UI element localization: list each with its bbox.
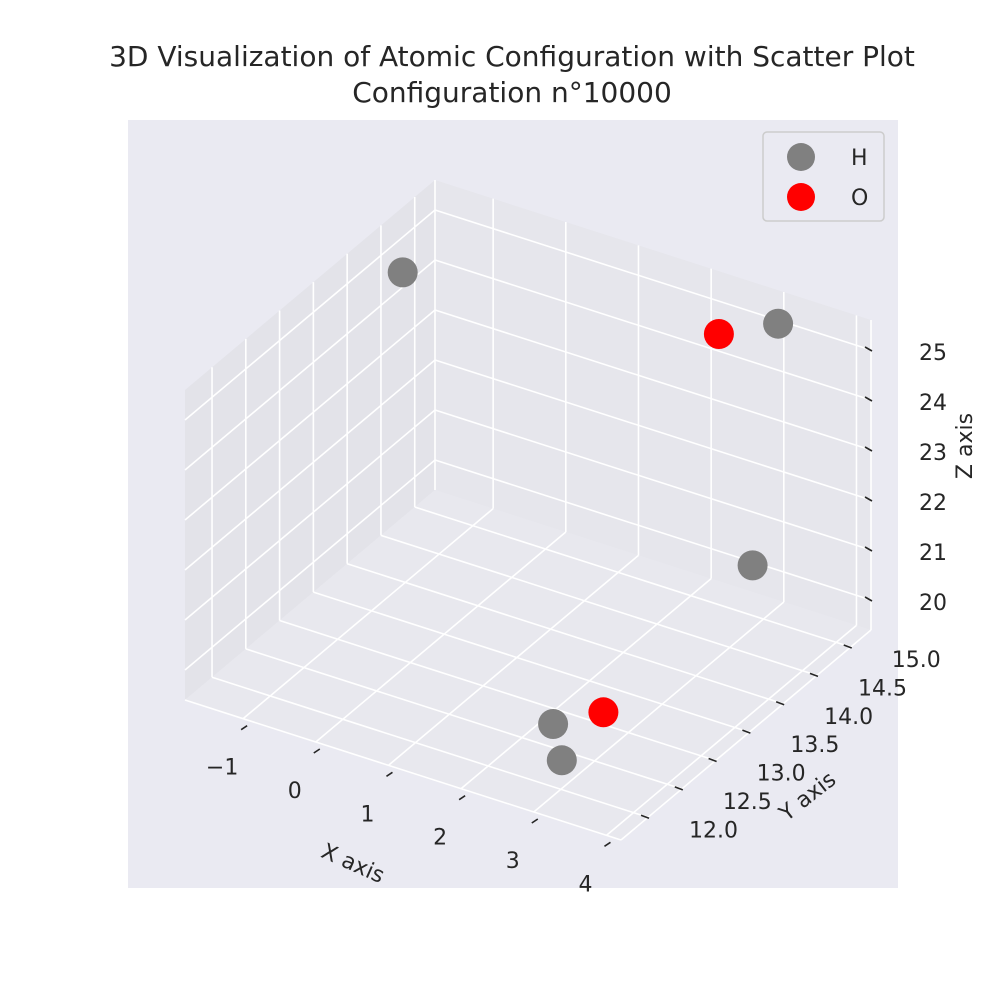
x-grid-line-floor <box>242 508 494 720</box>
z-tick-label: 23 <box>919 441 947 466</box>
y-tick-label: 13.0 <box>757 762 806 787</box>
z-tick-mark <box>864 346 873 352</box>
z-tick-mark <box>864 496 873 502</box>
x-tick-label: 4 <box>578 872 592 897</box>
side-pane <box>185 180 435 700</box>
x-tick-mark <box>458 795 466 801</box>
z-axis-label: Z axis <box>953 413 978 479</box>
y-tick-label: 15.0 <box>892 648 941 673</box>
legend: H O <box>762 131 885 222</box>
y-tick-mark <box>674 786 684 791</box>
atom-point-h <box>737 550 768 581</box>
legend-marker-h <box>787 143 815 171</box>
z-tick-label: 20 <box>919 591 947 616</box>
z-grid-line-back <box>434 459 872 601</box>
y-tick-label: 13.5 <box>790 733 839 758</box>
atom-point-h <box>546 745 577 776</box>
z-grid-line-back <box>434 259 872 401</box>
x-tick-mark <box>313 748 321 754</box>
z-tick-mark <box>864 546 873 552</box>
z-grid-line-side <box>184 359 436 571</box>
y-tick-mark <box>809 672 819 678</box>
y-tick-label: 14.0 <box>824 705 873 730</box>
y-axis-line <box>620 629 872 841</box>
z-tick-mark <box>864 446 873 452</box>
x-tick-mark <box>604 841 611 847</box>
z-grid-line-back <box>434 209 872 351</box>
z-grid-line-back <box>434 309 872 451</box>
x-grid-line-floor <box>460 578 712 790</box>
floor-pane <box>185 490 871 840</box>
y-grid-line-floor <box>346 563 784 705</box>
z-grid-line-side <box>184 459 436 671</box>
z-tick-label: 25 <box>919 341 947 366</box>
x-grid-line-floor <box>533 601 785 813</box>
z-tick-mark <box>864 596 873 602</box>
atom-point-h <box>763 308 794 339</box>
y-tick-mark <box>708 757 717 763</box>
y-grid-line-floor <box>414 506 851 648</box>
x-tick-label: −1 <box>206 756 238 781</box>
z-tick-label: 22 <box>919 491 947 516</box>
legend-marker-o <box>787 183 815 211</box>
z-tick-label: 21 <box>919 541 947 566</box>
y-grid-line-floor <box>313 591 750 733</box>
y-tick-mark <box>742 729 751 734</box>
data-points <box>387 257 794 776</box>
x-tick-label: 1 <box>360 802 374 827</box>
y-grid-line-floor <box>245 648 683 790</box>
grid-lines <box>184 180 872 841</box>
z-grid-line-back <box>434 409 872 551</box>
z-grid-line-back <box>434 359 872 501</box>
x-grid-line-floor <box>605 624 857 836</box>
legend-label-h: H <box>851 146 868 171</box>
y-tick-mark <box>775 701 785 706</box>
y-tick-label: 12.0 <box>689 818 738 843</box>
y-grid-line-floor <box>380 534 818 677</box>
legend-label-o: O <box>851 186 868 211</box>
y-tick-mark <box>843 644 853 649</box>
x-tick-mark <box>531 818 539 824</box>
atom-point-o <box>588 697 619 728</box>
atom-point-h <box>387 257 418 288</box>
y-tick-label: 12.5 <box>723 790 772 815</box>
z-grid-line-side <box>184 409 436 621</box>
y-tick-label: 14.5 <box>858 676 907 701</box>
axis-ticks: −10123412.012.513.013.514.014.515.020212… <box>206 341 947 897</box>
z-tick-label: 24 <box>919 391 947 416</box>
atom-point-o <box>703 319 734 349</box>
z-grid-line-side <box>184 309 436 521</box>
y-grid-line-floor <box>211 676 649 819</box>
x-tick-label: 3 <box>506 849 520 874</box>
z-grid-line-side <box>184 209 436 421</box>
x-tick-label: 0 <box>288 779 302 804</box>
x-tick-label: 2 <box>433 826 447 851</box>
x-tick-mark <box>240 725 248 731</box>
axis-panes <box>185 180 871 840</box>
x-tick-mark <box>386 771 393 777</box>
x-grid-line-floor <box>387 554 639 766</box>
chart-title: 3D Visualization of Atomic Configuration… <box>109 40 915 73</box>
atom-point-h <box>538 709 569 739</box>
x-grid-line-floor <box>315 531 567 743</box>
chart-subtitle: Configuration n°10000 <box>352 76 672 109</box>
y-grid-line-floor <box>279 619 716 762</box>
y-tick-mark <box>640 814 650 820</box>
x-axis-line <box>184 699 622 841</box>
z-tick-mark <box>864 396 873 402</box>
z-grid-line-side <box>184 259 436 471</box>
back-pane <box>435 180 871 630</box>
